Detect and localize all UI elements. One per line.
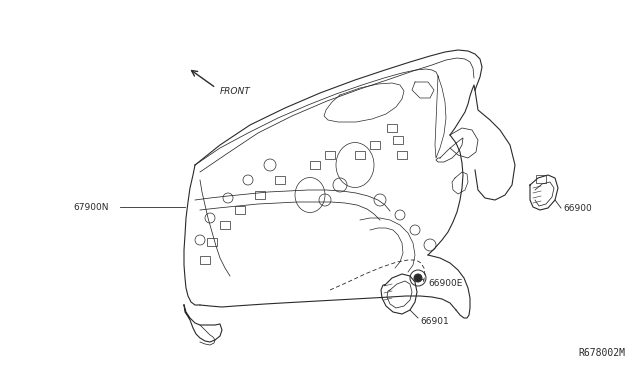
Bar xyxy=(325,151,335,159)
Bar xyxy=(387,124,397,132)
Bar xyxy=(393,136,403,144)
Bar xyxy=(370,141,380,149)
Text: 66901: 66901 xyxy=(420,317,449,327)
Bar xyxy=(310,161,320,169)
Bar xyxy=(235,206,245,214)
Bar xyxy=(397,151,407,159)
Text: R678002M: R678002M xyxy=(578,348,625,358)
Bar xyxy=(355,151,365,159)
Bar xyxy=(200,256,210,264)
Bar xyxy=(275,176,285,184)
Text: 66900E: 66900E xyxy=(428,279,462,288)
Bar xyxy=(255,191,265,199)
Text: 67900N: 67900N xyxy=(73,202,109,212)
Text: 66900: 66900 xyxy=(563,203,592,212)
Bar xyxy=(207,238,217,246)
Circle shape xyxy=(414,274,422,282)
Text: FRONT: FRONT xyxy=(220,87,251,96)
Bar xyxy=(220,221,230,229)
Bar xyxy=(536,175,546,183)
